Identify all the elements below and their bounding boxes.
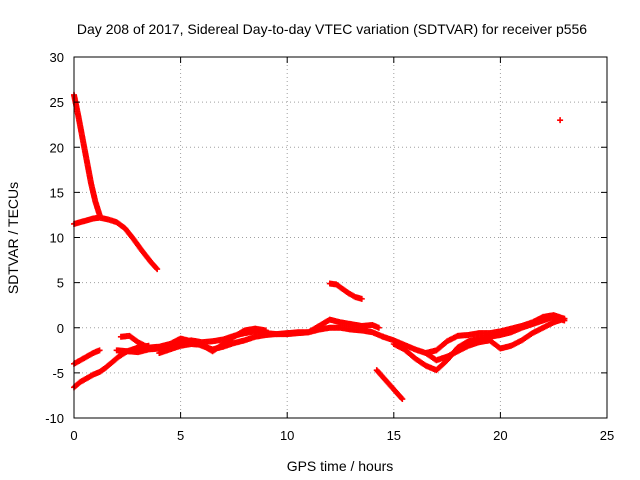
series-arc-late-c	[422, 315, 568, 364]
y-tick-label: 20	[50, 140, 64, 155]
x-axis-label: GPS time / hours	[287, 458, 394, 474]
data-point	[375, 324, 382, 331]
y-tick-label: 5	[57, 276, 64, 291]
y-tick-label: -5	[52, 366, 64, 381]
series-arc-mid-drop	[373, 367, 406, 403]
x-tick-label: 10	[280, 428, 294, 443]
series-arc-low-start-a	[71, 347, 103, 367]
data-point	[398, 395, 405, 402]
y-tick-label: 0	[57, 321, 64, 336]
y-axis-label: SDTVAR / TECUs	[5, 182, 21, 294]
plot-frame	[73, 56, 608, 419]
data-points	[71, 91, 568, 403]
axis-ticks: 0 5 10 15 20 25 -10 -5 0 5 10 15 20 25 30	[45, 50, 614, 443]
series-arc-steep-decline	[71, 91, 103, 218]
data-point	[561, 315, 568, 322]
series-arc-mid-bump	[326, 280, 365, 302]
chart-title: Day 208 of 2017, Sidereal Day-to-day VTE…	[77, 21, 587, 37]
x-tick-label: 15	[387, 428, 401, 443]
data-point	[154, 266, 161, 273]
y-tick-label: 30	[50, 50, 64, 65]
series-outlier	[557, 117, 564, 124]
grid	[74, 57, 607, 418]
data-point	[96, 347, 103, 354]
y-tick-label: -10	[45, 411, 64, 426]
y-tick-label: 10	[50, 231, 64, 246]
series-arc-main-a	[117, 316, 382, 351]
x-tick-label: 25	[600, 428, 614, 443]
x-tick-label: 20	[493, 428, 507, 443]
series-arc-main-c	[156, 325, 269, 357]
y-tick-label: 25	[50, 95, 64, 110]
data-point	[557, 117, 564, 124]
y-tick-label: 15	[50, 185, 64, 200]
data-point	[358, 295, 365, 302]
x-tick-label: 5	[177, 428, 184, 443]
x-tick-label: 0	[70, 428, 77, 443]
data-point	[262, 327, 269, 334]
series-arc-high-plateau	[71, 214, 161, 273]
data-point	[153, 265, 160, 272]
data-point	[399, 396, 406, 403]
